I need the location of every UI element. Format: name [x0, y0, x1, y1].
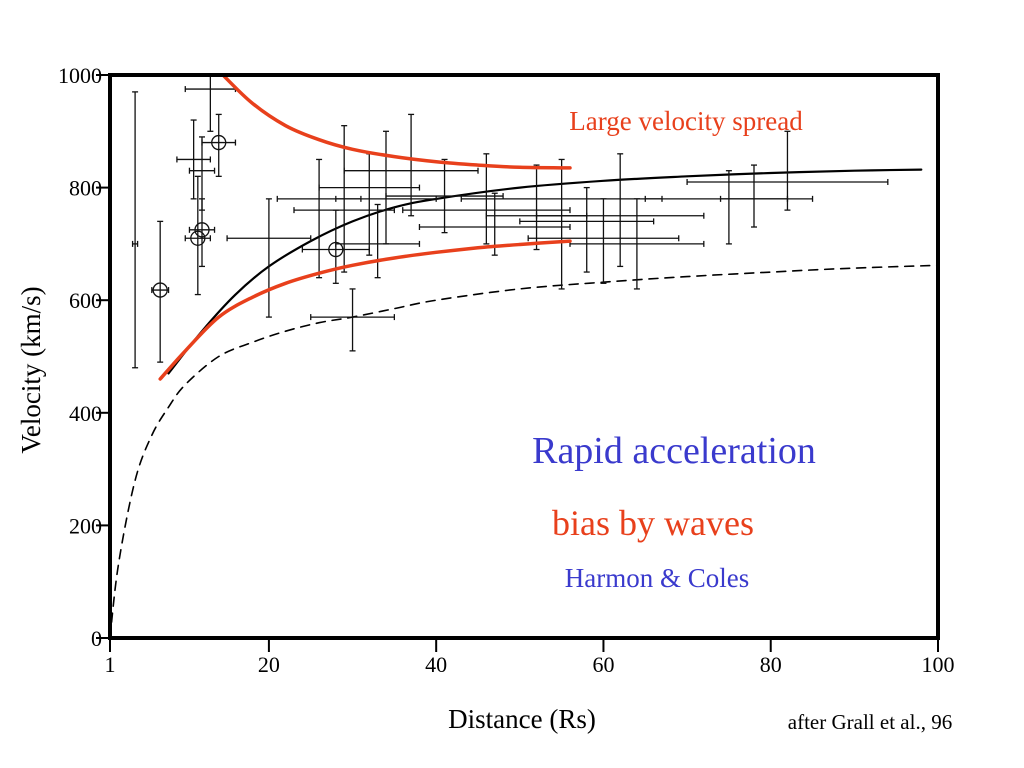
measurement-point — [310, 288, 396, 352]
annotation-bias-by-waves: bias by waves — [552, 503, 754, 543]
measurement-point — [569, 198, 705, 290]
y-tick-label: 400 — [69, 401, 102, 426]
x-tick-label: 100 — [922, 652, 955, 677]
y-tick-label: 800 — [69, 176, 102, 201]
measurement-point — [276, 158, 362, 279]
annotation-large-velocity-spread: Large velocity spread — [569, 106, 803, 136]
model-curve-dashed — [109, 264, 939, 639]
measurement-point — [343, 113, 479, 217]
plot-frame — [108, 73, 940, 640]
spread-curve-lower — [158, 239, 572, 381]
model-curves — [109, 168, 939, 639]
y-tick-label: 200 — [69, 513, 102, 538]
x-tick-label: 20 — [258, 652, 280, 677]
measurement-point — [201, 113, 237, 177]
annotation-harmon-coles: Harmon & Coles — [565, 563, 749, 593]
y-tick-label: 0 — [91, 626, 102, 651]
measurement-point — [460, 158, 663, 290]
x-axis-ticks: 1 20 40 60 80 100 — [105, 638, 955, 677]
measurement-point — [184, 74, 237, 132]
y-tick-label: 600 — [69, 288, 102, 313]
measurement-point — [301, 209, 370, 284]
model-curve-solid — [167, 168, 923, 375]
x-axis-title: Distance (Rs) — [448, 704, 596, 734]
source-credit: after Grall et al., 96 — [788, 710, 952, 734]
measurement-point — [176, 119, 212, 200]
measurement-point — [385, 158, 504, 234]
measurement-point — [131, 91, 139, 369]
measurement-point — [519, 186, 655, 273]
y-tick-label: 1000 — [58, 63, 102, 88]
y-axis-title: Velocity (km/s) — [16, 286, 46, 453]
annotation-rapid-acceleration: Rapid acceleration — [532, 430, 816, 472]
measurement-point — [485, 164, 588, 251]
measurement-point — [527, 198, 680, 284]
x-tick-label: 40 — [425, 652, 447, 677]
measurement-point — [188, 136, 216, 211]
annotation-curves — [158, 73, 572, 381]
x-tick-label: 60 — [592, 652, 614, 677]
x-tick-label: 1 — [105, 652, 116, 677]
measurement-point — [686, 130, 889, 211]
measurement-point — [535, 153, 705, 268]
measurement-point — [226, 198, 312, 318]
measurement-point — [151, 220, 170, 363]
measurement-point — [335, 203, 421, 279]
spread-curve-upper — [221, 73, 572, 170]
y-axis-ticks: 0 200 400 600 800 1000 — [58, 63, 110, 651]
x-tick-label: 80 — [760, 652, 782, 677]
